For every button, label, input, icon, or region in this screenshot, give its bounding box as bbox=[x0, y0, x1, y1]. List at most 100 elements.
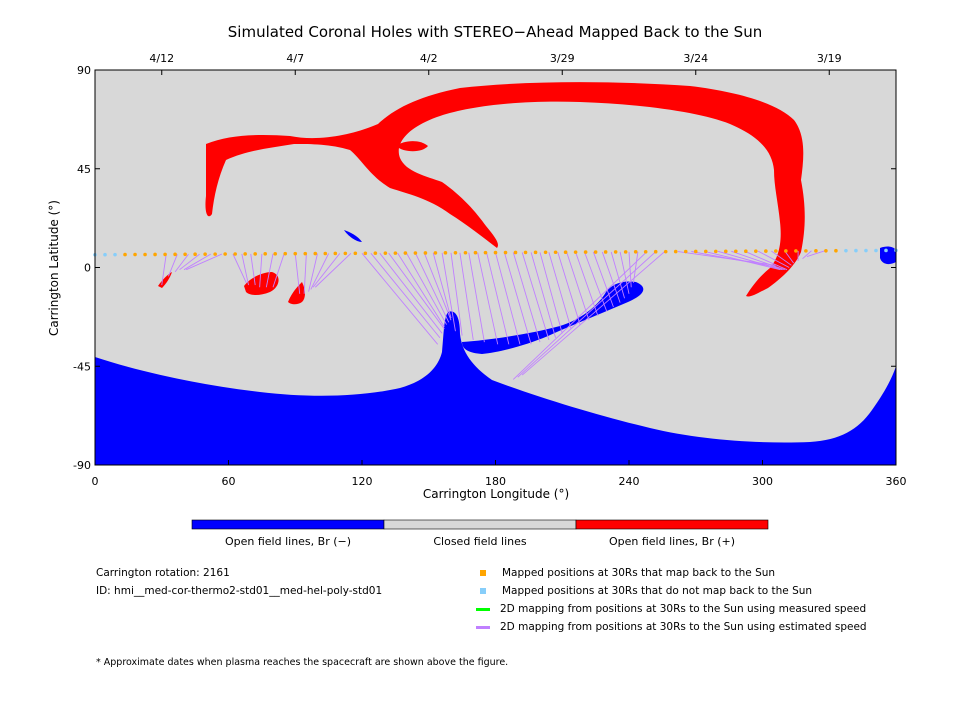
mapped-point-39 bbox=[483, 250, 488, 255]
mapping-line-13 bbox=[303, 253, 307, 294]
mapping-line-64 bbox=[806, 250, 825, 257]
unmapped-point-2 bbox=[113, 252, 117, 257]
mapped-point-26 bbox=[353, 251, 358, 256]
y-axis-label: Carrington Latitude (°) bbox=[47, 200, 61, 336]
mapping-line-38 bbox=[539, 252, 563, 334]
colorbar-label-negative: Open field lines, Br (−) bbox=[225, 535, 351, 548]
date-tick-label-2: 4/2 bbox=[420, 52, 438, 65]
mapping-line-50 bbox=[512, 251, 648, 380]
mapped-point-64 bbox=[734, 249, 738, 254]
unmapped-point-1 bbox=[103, 252, 107, 257]
mapping-line-11 bbox=[272, 253, 285, 288]
mapped-point-9 bbox=[183, 252, 187, 257]
mapped-point-7 bbox=[163, 252, 167, 257]
date-tick-label-0: 4/12 bbox=[149, 52, 174, 65]
mapped-point-38 bbox=[473, 250, 478, 255]
mapped-point-69 bbox=[784, 249, 788, 253]
mapped-point-27 bbox=[363, 251, 368, 256]
mapped-point-3 bbox=[123, 252, 127, 257]
mapping-line-33 bbox=[495, 252, 521, 345]
legend-swatch bbox=[480, 588, 486, 594]
estimated-speed-mapping-lines bbox=[161, 250, 825, 380]
red-hole-lon95 bbox=[288, 282, 305, 305]
north-hole-island bbox=[396, 141, 428, 152]
mapping-line-54 bbox=[691, 251, 779, 268]
mapped-point-62 bbox=[713, 249, 718, 254]
mapping-line-2 bbox=[174, 253, 189, 273]
colorbar-positive bbox=[575, 519, 769, 530]
north-polar-hole bbox=[205, 82, 805, 297]
mapping-line-20 bbox=[379, 252, 443, 334]
mapped-point-73 bbox=[824, 248, 828, 253]
mapping-line-51 bbox=[517, 251, 657, 378]
mapping-line-61 bbox=[784, 250, 795, 264]
x-tick-label-60: 60 bbox=[222, 475, 236, 488]
x-tick-label-120: 120 bbox=[352, 475, 373, 488]
mapping-line-32 bbox=[486, 252, 510, 345]
mapped-point-71 bbox=[804, 249, 808, 253]
legend-swatch bbox=[480, 570, 486, 576]
colorbar-negative bbox=[191, 519, 385, 530]
mapped-point-14 bbox=[233, 252, 237, 256]
mapping-line-55 bbox=[704, 250, 781, 271]
mapping-line-57 bbox=[731, 250, 785, 271]
mapping-line-30 bbox=[468, 252, 485, 343]
mapping-line-59 bbox=[757, 250, 790, 268]
mapped-point-33 bbox=[423, 251, 428, 255]
mapped-point-5 bbox=[143, 252, 147, 257]
chart-title: Simulated Coronal Holes with STEREO−Ahea… bbox=[228, 23, 762, 41]
mapped-point-12 bbox=[213, 252, 217, 256]
unmapped-point-77 bbox=[864, 248, 868, 253]
legend-swatch bbox=[476, 607, 490, 611]
mapped-point-4 bbox=[133, 252, 137, 257]
legend-label: 2D mapping from positions at 30Rs to the… bbox=[500, 603, 867, 615]
mapping-line-35 bbox=[512, 252, 541, 343]
mapped-point-23 bbox=[323, 251, 328, 256]
mapping-line-9 bbox=[259, 253, 263, 288]
small-negative-hole bbox=[344, 230, 362, 242]
x-tick-label-240: 240 bbox=[619, 475, 640, 488]
mapped-point-15 bbox=[243, 252, 247, 256]
date-tick-label-4: 3/24 bbox=[683, 52, 708, 65]
mapping-line-58 bbox=[744, 250, 788, 271]
x-tick-label-180: 180 bbox=[485, 475, 506, 488]
mapped-point-54 bbox=[633, 250, 638, 254]
mapping-line-25 bbox=[423, 252, 452, 321]
red-hole-lon70 bbox=[244, 272, 279, 295]
mapped-point-40 bbox=[493, 250, 498, 255]
mapped-point-24 bbox=[333, 251, 338, 256]
mapped-point-51 bbox=[603, 250, 608, 254]
mapped-point-55 bbox=[643, 249, 648, 254]
mapping-line-60 bbox=[771, 250, 792, 266]
mapped-point-37 bbox=[463, 250, 468, 255]
date-tick-label-3: 3/29 bbox=[550, 52, 575, 65]
unmapped-point-76 bbox=[854, 248, 858, 253]
mapped-point-36 bbox=[453, 250, 458, 255]
mapping-line-28 bbox=[450, 252, 463, 336]
y-tick-label-90: 90 bbox=[77, 64, 91, 77]
y-tick-label-0: 0 bbox=[84, 262, 91, 275]
colorbar: Open field lines, Br (−) Closed field li… bbox=[191, 519, 769, 548]
footnote: * Approximate dates when plasma reaches … bbox=[96, 657, 509, 668]
legend-label: 2D mapping from positions at 30Rs to the… bbox=[500, 621, 867, 633]
mapped-point-56 bbox=[653, 249, 658, 254]
y-tick-label--90: -90 bbox=[73, 459, 91, 472]
mapped-point-58 bbox=[673, 249, 678, 254]
mapped-point-59 bbox=[683, 249, 688, 254]
x-axis-label: Carrington Longitude (°) bbox=[423, 487, 569, 501]
mapping-line-24 bbox=[414, 252, 450, 323]
mapped-point-65 bbox=[744, 249, 748, 254]
mapped-point-17 bbox=[263, 252, 268, 256]
equatorial-negative-hole bbox=[462, 281, 644, 354]
mapping-line-31 bbox=[477, 252, 499, 345]
mapping-line-36 bbox=[521, 252, 550, 341]
mapped-point-41 bbox=[503, 250, 508, 255]
mapping-line-6 bbox=[232, 253, 247, 284]
mapped-point-34 bbox=[433, 251, 438, 255]
mapped-point-21 bbox=[303, 251, 308, 256]
mapped-point-66 bbox=[754, 249, 758, 253]
mapping-line-23 bbox=[406, 252, 447, 325]
mapping-line-8 bbox=[250, 253, 256, 286]
mapped-point-50 bbox=[593, 250, 598, 254]
